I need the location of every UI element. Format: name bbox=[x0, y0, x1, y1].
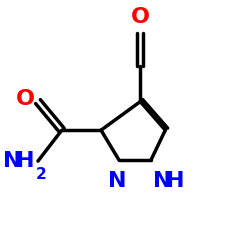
Text: O: O bbox=[131, 7, 150, 27]
Text: H: H bbox=[16, 151, 34, 171]
Text: O: O bbox=[16, 89, 34, 109]
Text: N: N bbox=[108, 170, 127, 190]
Text: H: H bbox=[166, 170, 184, 190]
Text: 2: 2 bbox=[36, 167, 46, 182]
Text: N: N bbox=[3, 151, 21, 171]
Text: N: N bbox=[153, 170, 172, 190]
